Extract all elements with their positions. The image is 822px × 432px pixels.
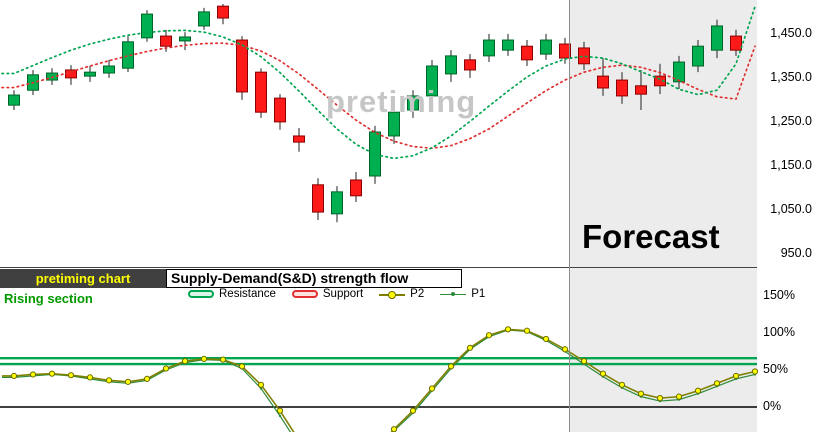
price-axis-label: 1,350.0	[770, 70, 812, 84]
strength-flow-chart	[0, 326, 759, 432]
resistance-band-icon	[188, 290, 214, 298]
legend-label: P1	[471, 288, 486, 300]
legend-item-p1: P1	[440, 288, 485, 300]
panel-title: Supply-Demand(S&D) strength flow	[166, 269, 462, 288]
legend-item-resistance: Resistance	[188, 288, 276, 300]
forecast-shaded-region	[569, 0, 757, 432]
legend-label: P2	[410, 288, 425, 300]
pretiming-chart-badge: pretiming chart	[0, 269, 166, 288]
legend-label: Resistance	[219, 288, 276, 300]
flow-legend: Resistance Support P2 P1	[188, 288, 485, 300]
legend-label: Support	[322, 288, 364, 300]
legend-item-p2: P2	[379, 288, 424, 300]
support-band-icon	[291, 290, 318, 298]
forecast-label: Forecast	[582, 218, 720, 255]
price-axis-label: 1,050.0	[770, 202, 812, 216]
p2-series-icon	[379, 290, 406, 299]
pct-axis-label: 50%	[763, 362, 789, 376]
pct-axis-label: 0%	[763, 399, 782, 413]
pct-axis-label: 150%	[763, 288, 795, 302]
price-axis-label: 1,250.0	[770, 114, 812, 128]
p1-series-icon	[440, 290, 467, 299]
price-candlestick-chart	[0, 3, 757, 268]
rising-section-label: Rising section	[4, 291, 93, 306]
price-axis-label: 1,150.0	[770, 158, 812, 172]
legend-item-support: Support	[291, 288, 364, 300]
price-axis-label: 1,450.0	[770, 26, 812, 40]
watermark: pretiming	[326, 84, 477, 119]
pct-axis-label: 100%	[763, 325, 795, 339]
price-axis-label: 950.0	[780, 246, 812, 260]
forecast-divider-line	[569, 0, 570, 432]
